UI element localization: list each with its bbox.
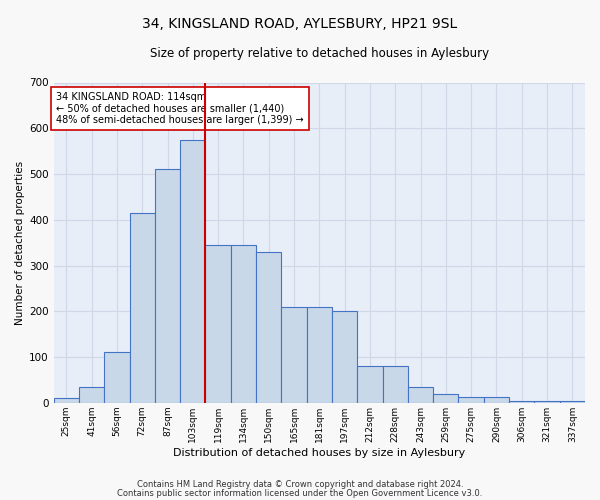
Bar	[560, 400, 585, 403]
Bar	[205, 245, 231, 403]
Bar	[53, 398, 79, 403]
Bar	[180, 140, 205, 403]
Bar	[509, 400, 535, 403]
Bar	[433, 394, 458, 403]
Title: Size of property relative to detached houses in Aylesbury: Size of property relative to detached ho…	[150, 48, 489, 60]
Bar	[535, 400, 560, 403]
X-axis label: Distribution of detached houses by size in Aylesbury: Distribution of detached houses by size …	[173, 448, 466, 458]
Text: 34 KINGSLAND ROAD: 114sqm
← 50% of detached houses are smaller (1,440)
48% of se: 34 KINGSLAND ROAD: 114sqm ← 50% of detac…	[56, 92, 304, 126]
Text: Contains HM Land Registry data © Crown copyright and database right 2024.: Contains HM Land Registry data © Crown c…	[137, 480, 463, 489]
Bar	[155, 170, 180, 403]
Bar	[130, 213, 155, 403]
Bar	[104, 352, 130, 403]
Bar	[357, 366, 383, 403]
Bar	[231, 245, 256, 403]
Bar	[332, 312, 357, 403]
Bar	[408, 387, 433, 403]
Bar	[79, 387, 104, 403]
Bar	[281, 306, 307, 403]
Text: Contains public sector information licensed under the Open Government Licence v3: Contains public sector information licen…	[118, 489, 482, 498]
Bar	[307, 306, 332, 403]
Text: 34, KINGSLAND ROAD, AYLESBURY, HP21 9SL: 34, KINGSLAND ROAD, AYLESBURY, HP21 9SL	[142, 18, 458, 32]
Bar	[458, 398, 484, 403]
Bar	[383, 366, 408, 403]
Y-axis label: Number of detached properties: Number of detached properties	[15, 160, 25, 324]
Bar	[256, 252, 281, 403]
Bar	[484, 398, 509, 403]
